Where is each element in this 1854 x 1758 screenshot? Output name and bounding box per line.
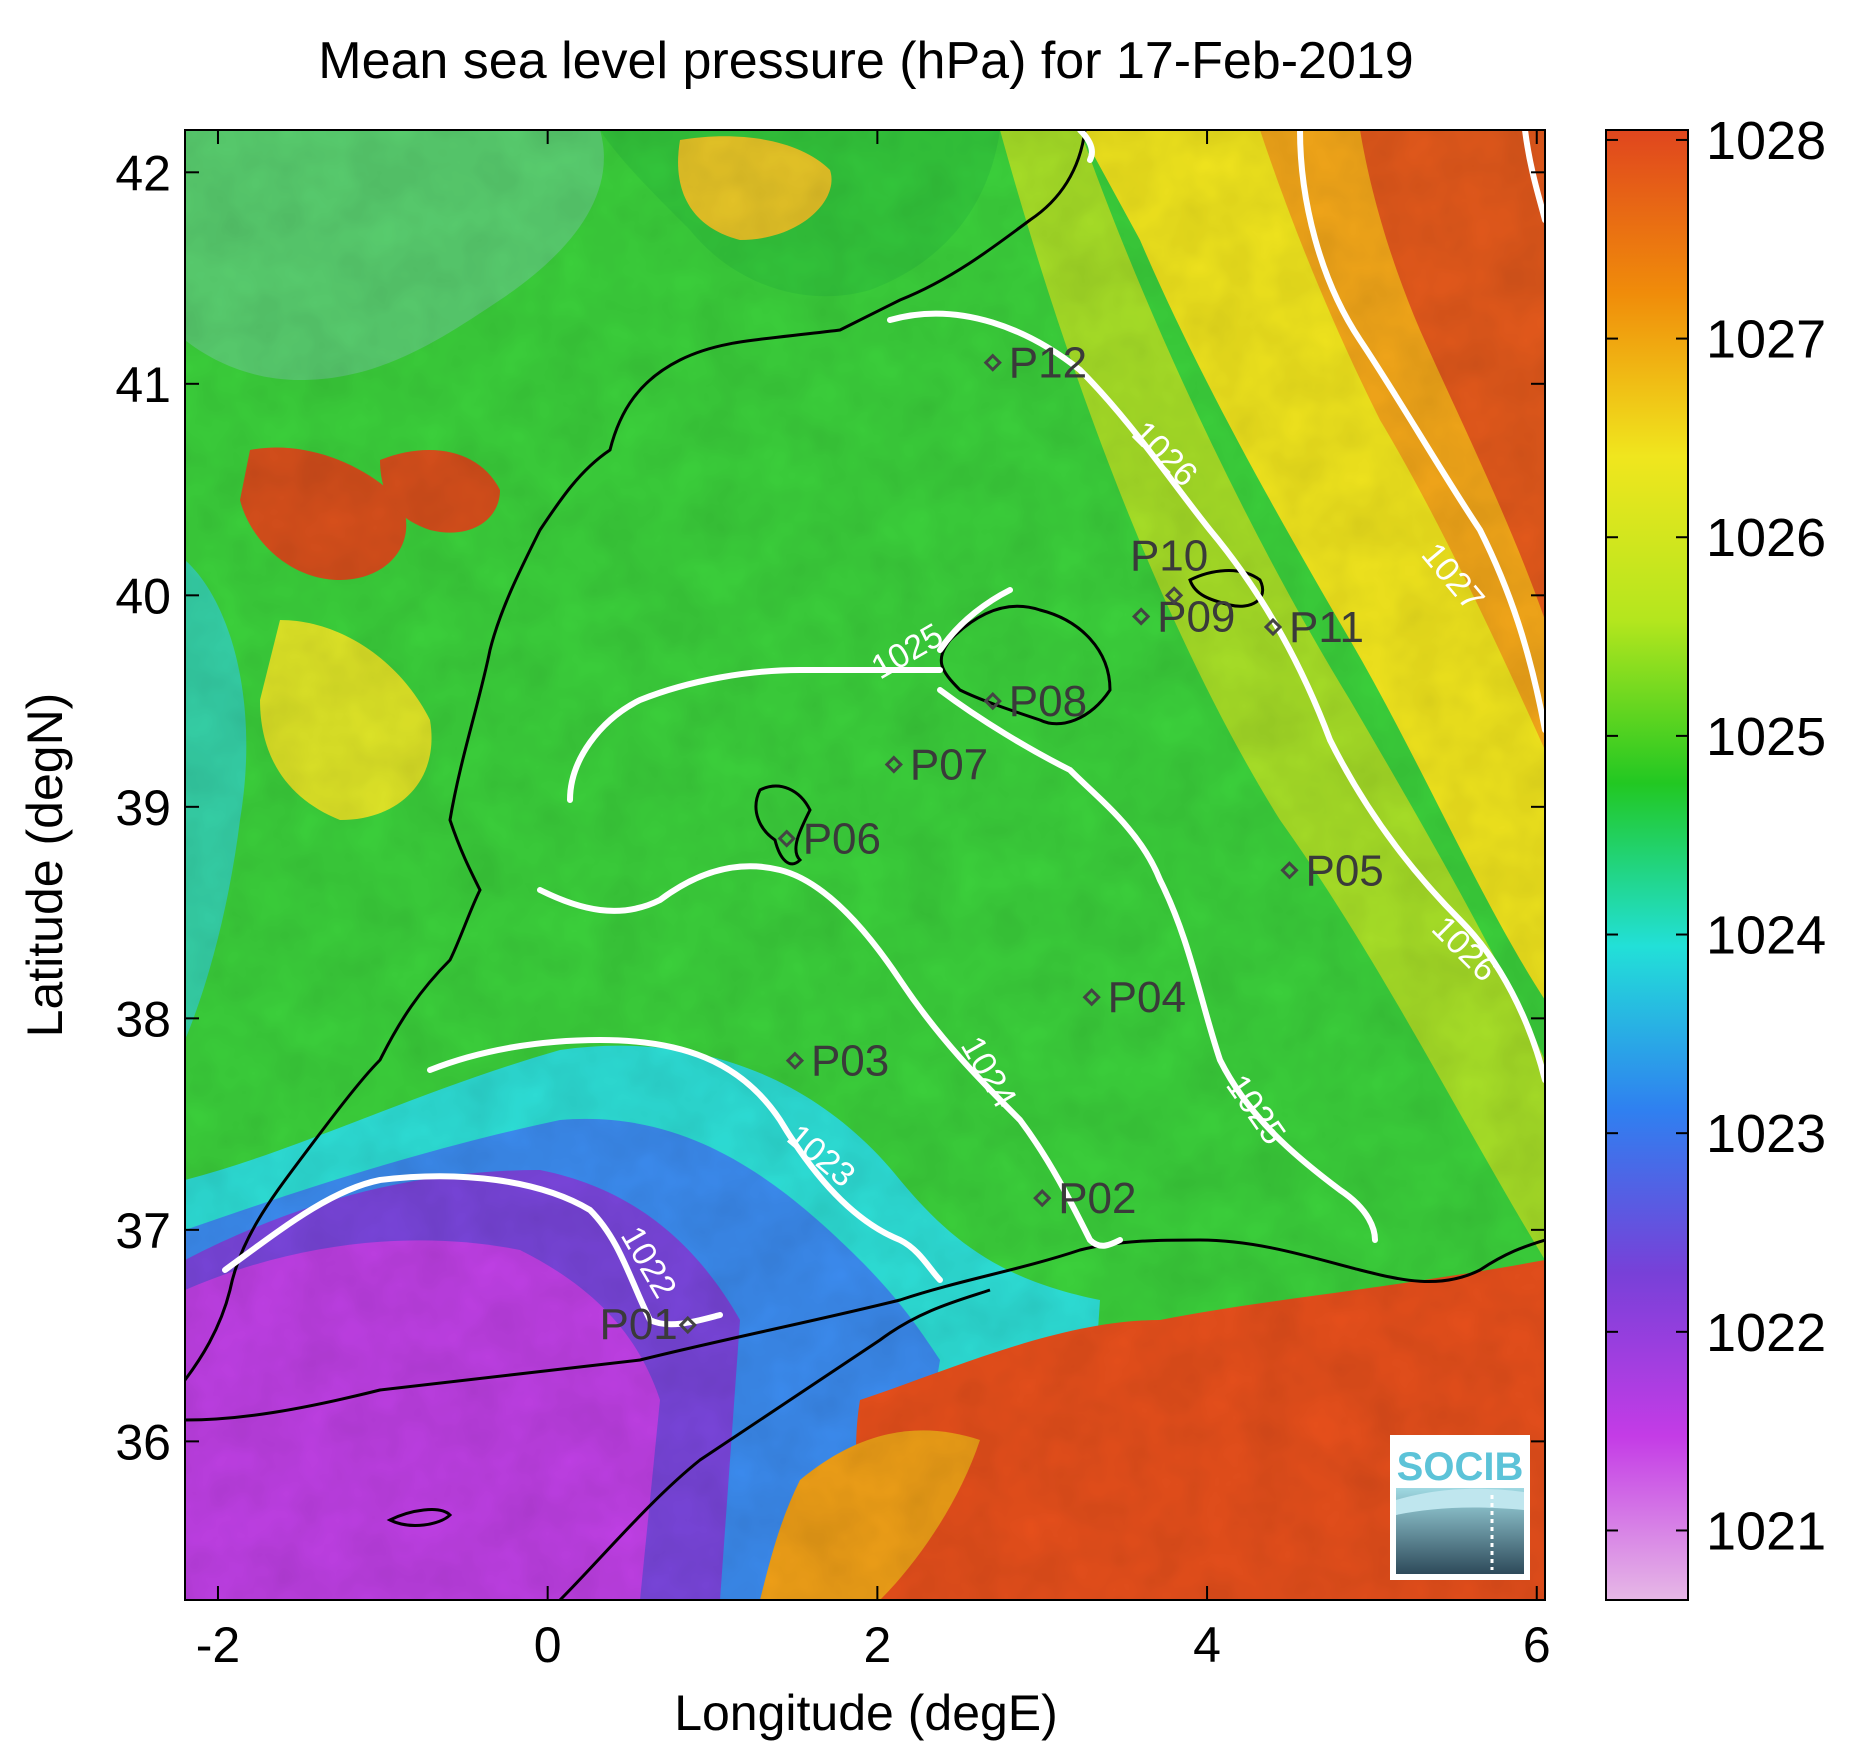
station-label: P06 bbox=[803, 815, 881, 864]
station-marker bbox=[1263, 617, 1283, 637]
y-tick-label: 38 bbox=[115, 991, 171, 1047]
map-area: 1022 1023 1024 1025 1025 1026 1026 1027 … bbox=[185, 130, 1545, 1600]
y-tick-label: 39 bbox=[115, 780, 171, 836]
station-label: P07 bbox=[910, 741, 988, 790]
colorbar-tick-label: 1026 bbox=[1706, 508, 1826, 568]
station-label: P11 bbox=[1289, 603, 1364, 652]
station-label: P01 bbox=[599, 1300, 677, 1349]
x-tick-label: 6 bbox=[1523, 1617, 1551, 1673]
station-marker bbox=[785, 1051, 805, 1070]
station-marker bbox=[983, 691, 1002, 711]
station-label: P05 bbox=[1305, 846, 1383, 895]
station-markers: P01 P02 P03 P04 P05 P06 P07 P08 P09 P10 P11 P12 bbox=[599, 339, 1383, 1349]
colorbar-tick-label: 1027 bbox=[1706, 310, 1826, 370]
station-label: P03 bbox=[811, 1037, 889, 1086]
x-axis: -2 0 2 4 6 bbox=[196, 130, 1551, 1673]
colorbar-tick-label: 1028 bbox=[1706, 111, 1826, 171]
chart-title: Mean sea level pressure (hPa) for 17-Feb… bbox=[318, 32, 1413, 90]
station-label: P10 bbox=[1130, 531, 1208, 580]
colorbar-tick-label: 1024 bbox=[1706, 906, 1826, 966]
colorbar-tick-label: 1023 bbox=[1706, 1104, 1826, 1164]
station-label: P12 bbox=[1009, 339, 1087, 388]
station-marker bbox=[777, 829, 796, 848]
map-frame bbox=[184, 129, 1546, 1601]
colorbar-tick-label: 1021 bbox=[1706, 1501, 1826, 1561]
coastlines bbox=[185, 130, 1545, 1600]
x-axis-label: Longitude (degE) bbox=[674, 1685, 1058, 1741]
station-marker bbox=[884, 755, 903, 774]
socib-logo-text: SOCIB bbox=[1397, 1445, 1524, 1489]
station-marker bbox=[1164, 586, 1184, 605]
x-tick-label: 2 bbox=[863, 1617, 891, 1673]
station-marker bbox=[1082, 988, 1101, 1007]
y-tick-label: 37 bbox=[115, 1203, 171, 1259]
station-marker bbox=[983, 353, 1002, 372]
station-marker bbox=[1131, 607, 1151, 626]
station-label: P02 bbox=[1058, 1174, 1136, 1223]
y-axis-label: Latitude (degN) bbox=[17, 693, 73, 1038]
station-label: P09 bbox=[1157, 592, 1235, 641]
colorbar-ticks: 1021 1022 1023 1024 1025 1026 1027 1028 bbox=[1606, 111, 1826, 1561]
station-marker bbox=[678, 1315, 697, 1335]
y-tick-label: 41 bbox=[115, 357, 171, 413]
station-label: P08 bbox=[1009, 677, 1087, 726]
y-tick-label: 36 bbox=[115, 1414, 171, 1470]
colorbar: 1021 1022 1023 1024 1025 1026 1027 1028 bbox=[1605, 111, 1826, 1601]
y-tick-label: 42 bbox=[115, 145, 171, 201]
x-tick-label: 0 bbox=[534, 1617, 562, 1673]
x-tick-label: 4 bbox=[1193, 1617, 1221, 1673]
station-marker bbox=[1033, 1189, 1052, 1208]
y-axis: 36 37 38 39 40 41 42 bbox=[115, 145, 1545, 1470]
station-marker bbox=[1280, 861, 1299, 880]
colorbar-tick-label: 1025 bbox=[1706, 707, 1826, 767]
y-tick-label: 40 bbox=[115, 568, 171, 624]
colorbar-tick-label: 1022 bbox=[1706, 1303, 1826, 1363]
colorbar-gradient bbox=[1605, 129, 1689, 1601]
socib-logo: SOCIB bbox=[1390, 1435, 1530, 1580]
x-tick-label: -2 bbox=[196, 1617, 240, 1673]
station-label: P04 bbox=[1108, 973, 1186, 1022]
